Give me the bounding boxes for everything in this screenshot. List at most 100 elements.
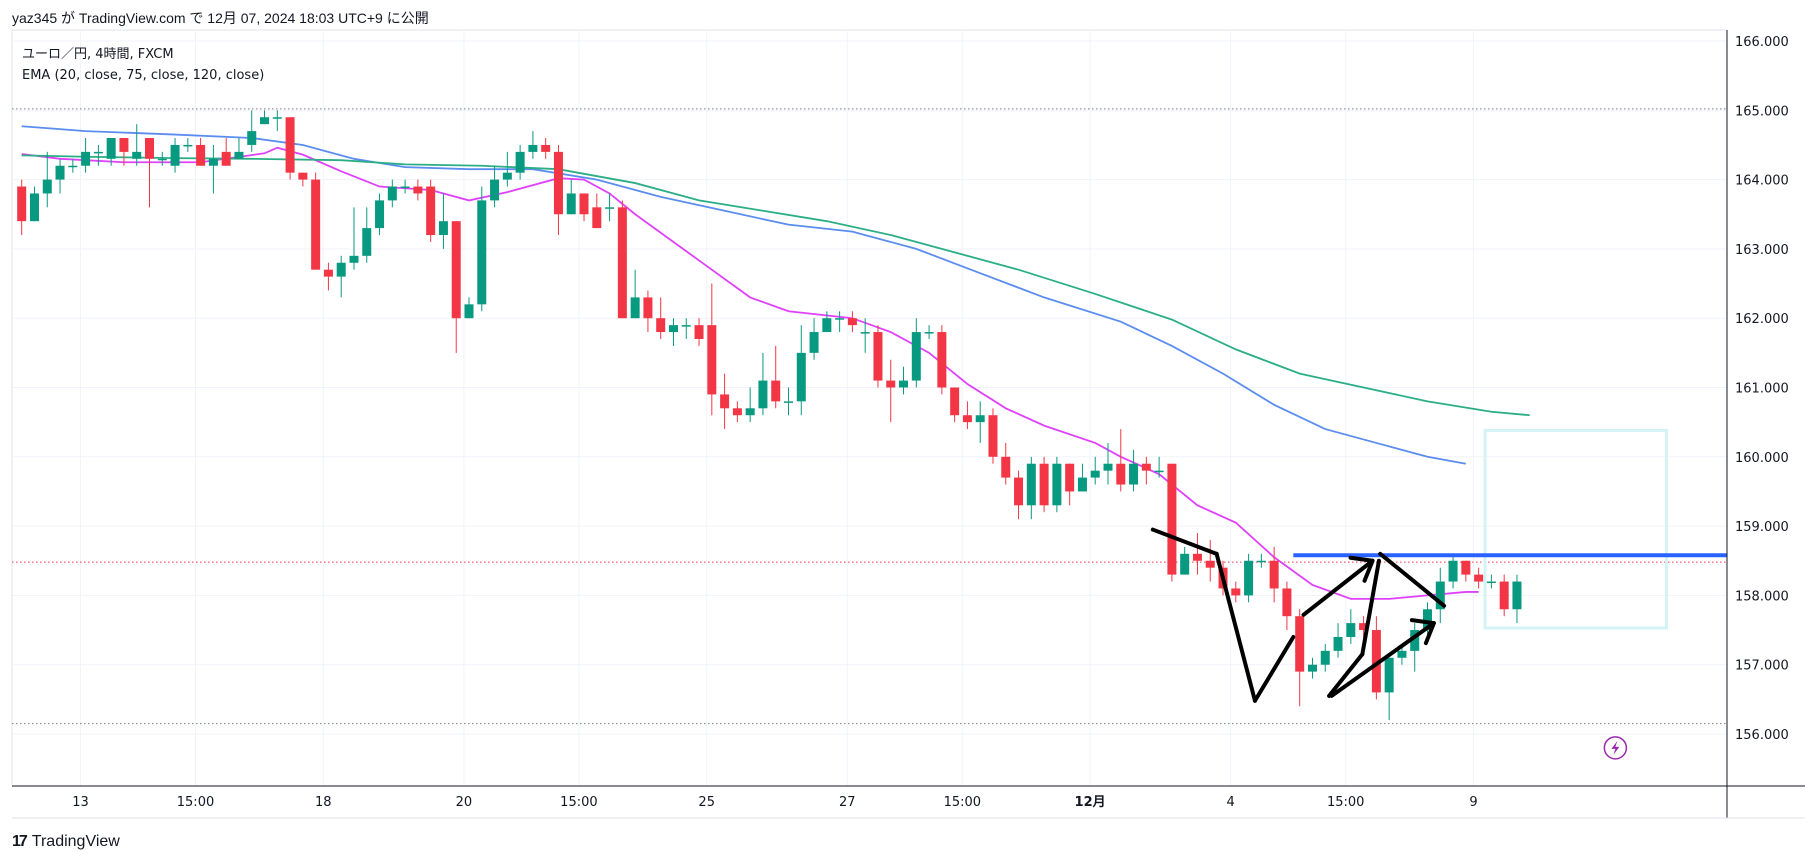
candle-body — [950, 387, 960, 416]
candle — [605, 193, 615, 222]
candle — [1435, 567, 1445, 624]
candle — [336, 255, 346, 298]
ema-line-ema-20 — [21, 146, 1479, 600]
candle — [349, 207, 359, 270]
candle-body — [1014, 477, 1024, 506]
candle — [68, 158, 78, 173]
candle-body — [438, 221, 448, 236]
candle — [566, 179, 576, 215]
candle-body — [1346, 623, 1356, 637]
candle — [362, 207, 372, 263]
candle-body — [1448, 560, 1458, 582]
candle — [694, 318, 704, 346]
candle — [196, 138, 206, 166]
candle-body — [1180, 553, 1190, 575]
grid-layer — [11, 29, 1728, 787]
candle-body — [1295, 616, 1305, 672]
candle-body — [298, 172, 308, 180]
candle-body — [937, 332, 947, 388]
candle-body — [349, 255, 359, 263]
candle-body — [311, 179, 321, 270]
candle — [464, 297, 474, 319]
candle-body — [1499, 581, 1509, 610]
candle — [426, 179, 436, 242]
y-tick-label: 161.000 — [1735, 382, 1789, 397]
candle — [784, 387, 793, 416]
candle-body — [784, 401, 793, 403]
candle-body — [553, 151, 563, 215]
candle — [1244, 553, 1254, 603]
candle — [17, 179, 27, 236]
candle-body — [962, 415, 972, 423]
candle — [247, 110, 257, 152]
candle — [1499, 574, 1509, 617]
y-tick-label: 164.000 — [1735, 174, 1789, 189]
candle-body — [1103, 463, 1113, 471]
candle — [1129, 449, 1139, 492]
candle-body — [758, 380, 768, 409]
candle-body — [260, 117, 270, 125]
candle — [1052, 456, 1062, 513]
candle — [1039, 456, 1049, 513]
y-tick-label: 157.000 — [1735, 659, 1789, 674]
candle — [119, 138, 129, 166]
candle-body — [911, 332, 921, 381]
candle — [924, 325, 934, 339]
candle-body — [247, 131, 257, 145]
candle-body — [1512, 581, 1522, 610]
candle — [1026, 456, 1036, 520]
candle-body — [720, 394, 730, 409]
candle-body — [694, 325, 704, 339]
candle-body — [119, 138, 129, 152]
candle — [29, 186, 39, 222]
candle — [528, 131, 538, 159]
candle — [796, 325, 806, 416]
candle — [732, 401, 742, 423]
candle — [400, 179, 410, 194]
candle — [1320, 643, 1330, 672]
candle-body — [42, 179, 52, 194]
candle-body — [208, 158, 218, 166]
candle-body — [323, 269, 333, 277]
y-tick-label: 156.000 — [1735, 728, 1789, 743]
y-tick-label: 159.000 — [1735, 520, 1789, 535]
candle — [541, 138, 551, 159]
candle-body — [528, 144, 538, 152]
candle-body — [1486, 581, 1496, 584]
candle-body — [93, 151, 103, 154]
candle-body — [502, 172, 512, 180]
candle — [950, 387, 960, 423]
candle — [1333, 623, 1343, 658]
candle-body — [68, 165, 78, 168]
candle — [681, 318, 691, 339]
candle — [962, 401, 972, 430]
candle-body — [566, 193, 576, 215]
candle — [1103, 442, 1113, 485]
candle-body — [1039, 463, 1049, 506]
y-tick-label: 162.000 — [1735, 312, 1789, 327]
candle — [502, 151, 512, 187]
candle — [899, 366, 909, 395]
candle — [1090, 456, 1100, 485]
candle — [1461, 560, 1471, 582]
candle — [438, 193, 448, 249]
axes: 166.000 165.000 164.000 163.000 162.000 161.0… — [12, 30, 1805, 819]
candle — [1410, 623, 1420, 672]
candle — [515, 144, 525, 180]
candle-body — [988, 415, 998, 457]
candle-body — [464, 304, 474, 319]
candle — [1346, 609, 1356, 644]
reference-lines — [12, 108, 1727, 725]
x-tick-label: 25 — [698, 795, 715, 810]
candle — [93, 144, 103, 166]
candle — [451, 221, 461, 353]
candle-body — [1371, 630, 1381, 693]
tradingview-logo[interactable]: 17 TradingView — [12, 833, 120, 851]
candle-body — [285, 117, 295, 173]
candle-body — [183, 144, 193, 147]
trend-line — [1378, 551, 1447, 608]
candle — [975, 401, 985, 443]
candle — [809, 318, 819, 360]
